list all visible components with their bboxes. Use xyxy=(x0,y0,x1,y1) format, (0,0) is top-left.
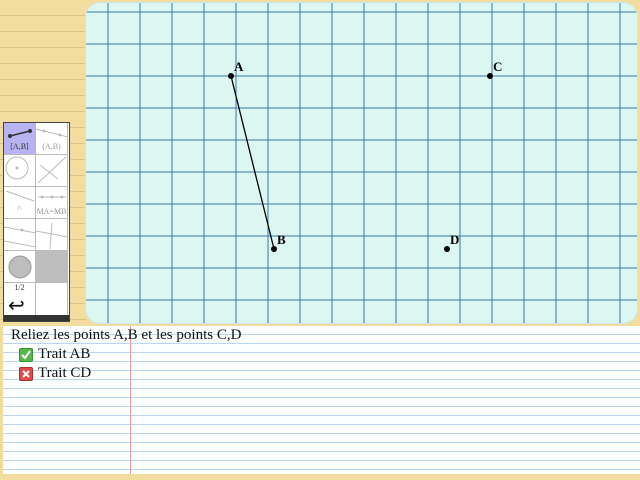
tool-palette: [A,B] (A,B) ∩ MA=MB xyxy=(3,122,70,322)
point-label-d: D xyxy=(450,232,459,247)
point-label-c: C xyxy=(493,59,502,74)
geometry-canvas[interactable]: A B C D xyxy=(86,3,637,323)
page-indicator: 1/2 xyxy=(14,283,25,292)
segment-ab[interactable] xyxy=(230,75,275,250)
ruler-tool[interactable] xyxy=(36,219,68,251)
point-label-b: B xyxy=(277,232,286,247)
pad-bottom-strip xyxy=(0,474,640,480)
point-c[interactable] xyxy=(487,73,493,79)
angle-tool-label: ∩ xyxy=(16,203,23,212)
undo-button[interactable]: 1/2 ↩ xyxy=(4,283,36,317)
midpoint-tool-label: MA=MB xyxy=(36,207,67,216)
line-tool-label: (A,B) xyxy=(42,142,61,151)
cross-icon xyxy=(19,366,33,381)
point-a[interactable] xyxy=(228,73,234,79)
point-label-a: A xyxy=(234,59,244,74)
ruler-icon xyxy=(36,222,68,250)
instruction-text: Reliez les points A,B et les points C,D xyxy=(11,327,242,343)
circle-tool[interactable] xyxy=(4,155,36,187)
line-tool[interactable]: (A,B) xyxy=(36,123,68,155)
point-b[interactable] xyxy=(271,246,277,252)
segment-tool[interactable]: [A,B] xyxy=(4,123,36,155)
angle-tool[interactable]: ∩ xyxy=(4,187,36,219)
empty-tool-slot xyxy=(36,283,68,317)
midpoint-icon xyxy=(38,195,66,199)
exercise-panel: Reliez les points A,B et les points C,D … xyxy=(3,326,640,474)
grid-svg[interactable]: A B C D xyxy=(86,3,637,323)
circle-icon xyxy=(5,156,29,180)
check-icon xyxy=(19,347,33,362)
perpendicular-tool[interactable] xyxy=(36,155,68,187)
fill-disc-icon xyxy=(8,255,32,279)
margin-line xyxy=(130,326,131,474)
perpendicular-icon xyxy=(37,156,67,184)
task-item-ab: Trait AB xyxy=(19,346,90,363)
undo-icon: ↩ xyxy=(8,293,25,317)
segment-tool-label: [A,B] xyxy=(10,142,29,151)
point-on-line-tool[interactable] xyxy=(4,219,36,251)
fill-tool[interactable] xyxy=(4,251,36,283)
gray-swatch-tool[interactable] xyxy=(36,251,68,283)
segment-icon xyxy=(8,129,32,138)
point-on-line-icon xyxy=(4,226,36,248)
angle-icon xyxy=(5,190,35,202)
midpoint-tool[interactable]: MA=MB xyxy=(36,187,68,219)
task-item-cd: Trait CD xyxy=(19,365,91,382)
task-label: Trait CD xyxy=(38,365,92,381)
line-icon xyxy=(36,128,68,138)
task-label: Trait AB xyxy=(38,346,91,362)
palette-footer xyxy=(4,315,69,321)
point-d[interactable] xyxy=(444,246,450,252)
